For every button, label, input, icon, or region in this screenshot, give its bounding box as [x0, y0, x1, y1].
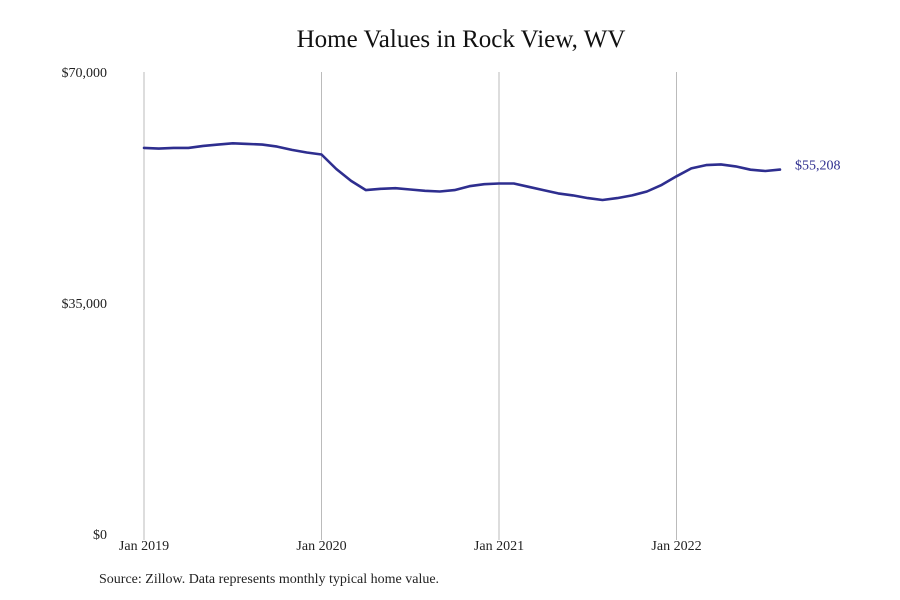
series-line	[142, 142, 782, 202]
x-tick-label: Jan 2022	[651, 539, 701, 554]
y-tick-label: $35,000	[62, 297, 108, 312]
x-tick-label: Jan 2019	[119, 539, 169, 554]
x-tick-label: Jan 2021	[474, 539, 524, 554]
source-note: Source: Zillow. Data represents monthly …	[99, 572, 440, 587]
x-tick-label: Jan 2020	[296, 539, 346, 554]
y-tick-label: $0	[93, 528, 107, 543]
y-tick-label: $70,000	[62, 66, 108, 81]
chart-title: Home Values in Rock View, WV	[296, 26, 626, 53]
end-value-label: $55,208	[795, 159, 841, 174]
